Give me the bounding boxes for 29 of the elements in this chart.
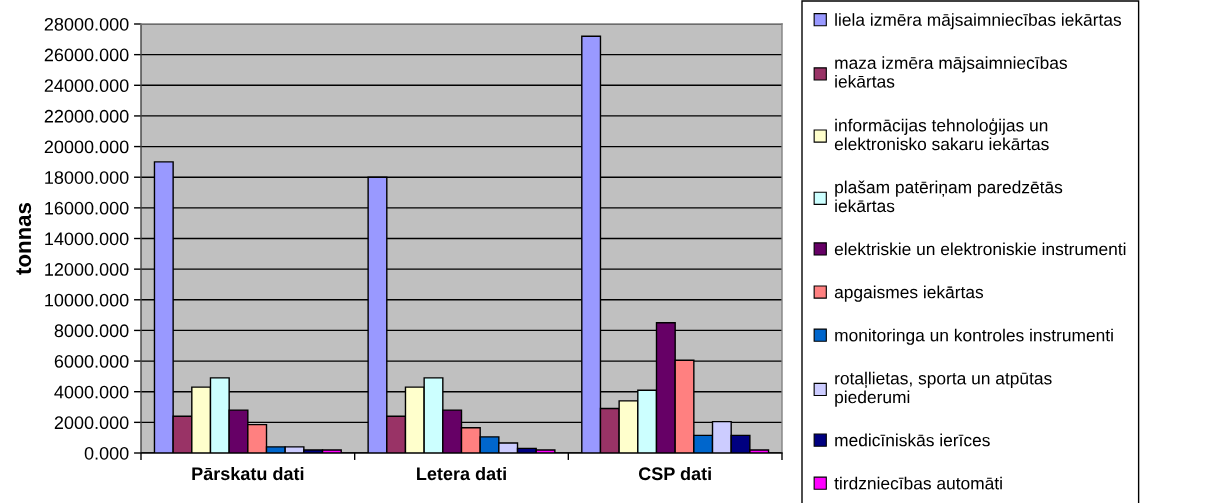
y-tick-label: 22000.000	[44, 109, 129, 123]
y-tick-label: 12000.000	[45, 263, 129, 276]
y-tick-label: 2000.000	[54, 416, 129, 430]
legend-label: medicīniskās ierīces	[835, 433, 990, 447]
y-tick-label: 16000.000	[45, 201, 129, 215]
legend-label: tirdzniecības automāti	[834, 476, 1002, 490]
legend-label: monitoringa un kontroles instrumenti	[835, 328, 1113, 345]
legend-label: plašam patēriņam paredzētās iekārtas	[835, 180, 1063, 213]
legend-label: informācijas tehnoloģijas un elektronisko sakaru iekārtas	[834, 118, 1049, 151]
legend-label: apgaismes iekārtas	[834, 285, 984, 302]
y-tick-label: 20000.000	[44, 140, 129, 154]
y-tick-label: 18000.000	[45, 171, 129, 184]
y-tick-label: 0.000	[84, 446, 129, 460]
x-tick-label: Pārskatu dati	[192, 466, 304, 481]
y-tick-label: 26000.000	[44, 48, 129, 62]
y-tick-label: 4000.000	[54, 385, 129, 399]
y-axis-title: tonnas	[16, 202, 32, 275]
legend-label: elektriskie un elektroniskie instrumenti	[834, 242, 1126, 256]
x-tick-label: CSP dati	[638, 466, 711, 481]
legend-label: liela izmēra mājsaimniecības iekārtas	[835, 13, 1122, 30]
y-tick-label: 28000.000	[44, 17, 129, 31]
y-tick-label: 14000.000	[45, 232, 129, 246]
y-tick-label: 10000.000	[45, 293, 129, 307]
legend-label: rotaļlietas, sporta un atpūtas piederumi	[835, 371, 1052, 407]
y-tick-label: 6000.000	[54, 355, 129, 368]
legend-label: maza izmēra mājsaimniecības iekārtas	[835, 56, 1067, 88]
y-tick-label: 24000.000	[44, 79, 129, 93]
x-tick-label: Letera dati	[417, 466, 506, 481]
y-tick-label: 8000.000	[54, 324, 129, 338]
